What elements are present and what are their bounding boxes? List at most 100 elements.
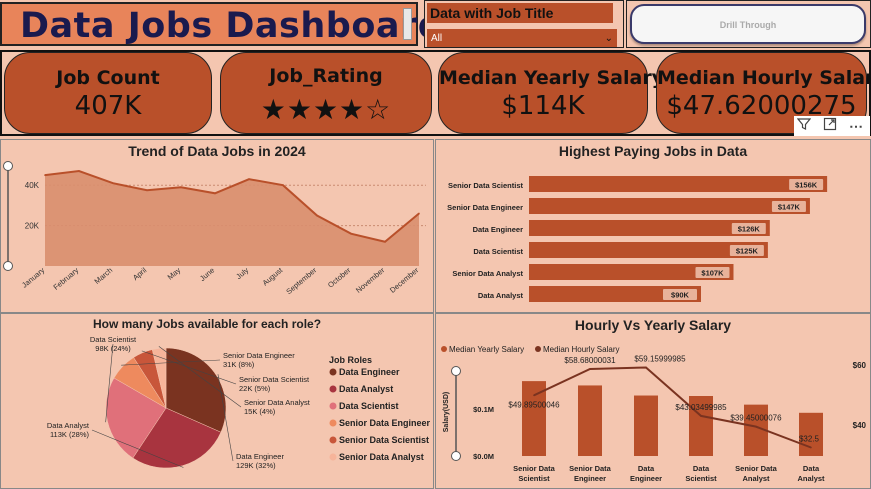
trend-x-tick-label: August [261,265,285,287]
pie-legend-swatch [329,402,337,410]
hbar-data-label-bg [771,201,806,212]
combo-hourly-point [645,366,647,369]
trend-x-tick-label: December [388,265,421,294]
kpi-job-count-value: 407K [74,91,142,121]
combo-x-tick-label: Analyst [797,474,825,483]
combo-legend-swatch [441,346,447,352]
pie-leader-line [121,359,221,366]
combo-hourly-point [755,425,757,428]
hbar-category-label: Data Analyst [478,291,524,300]
combo-x-tick-label: Senior Data [735,464,778,473]
hbar-bar [529,242,768,258]
combo-bar [578,385,602,456]
hbar-data-label-bg [729,245,764,256]
combo-x-tick-label: Data [803,464,820,473]
highest-paying-chart: Senior Data Scientist $156K Senior Data En… [447,176,828,302]
filter-icon[interactable] [794,117,814,135]
focus-mode-icon[interactable] [820,117,840,135]
hbar-category-label: Senior Data Scientist [448,181,524,190]
combo-hourly-data-label: $43.03499985 [675,403,727,412]
trend-x-tick-label: July [234,265,250,281]
dashboard-title-box: Data Jobs Dashboard [0,2,443,46]
trend-x-tick-label: October [326,265,353,289]
pie-legend-swatch [329,419,337,427]
trend-chart: 20K 40K January February March April May June Ju… [3,161,426,296]
hourly-vs-yearly-title: Hourly Vs Yearly Salary [574,317,732,333]
drill-through-button[interactable]: Drill Through [630,4,866,44]
pie-legend-swatch [329,368,337,376]
combo-right-tick-label: $60 [853,361,867,370]
pie-leader-line [91,429,184,468]
pie-legend-item: Data Engineer [339,367,400,377]
hbar-data-label-bg [695,267,730,278]
more-options-icon[interactable]: ⋯ [849,118,863,134]
combo-hourly-data-label: $59.15999985 [634,355,686,364]
hbar-data-label-bg [663,289,697,300]
trend-x-tick-label: June [198,266,216,283]
trend-line [44,170,420,243]
combo-x-tick-label: Scientist [685,474,717,483]
hbar-data-label-bg [789,179,824,190]
pie-slice-data-analyst [132,407,222,469]
visual-toolbar: ⋯ [794,116,870,136]
hbar-data-label-bg [731,223,766,234]
pie-label-value: 15K (4%) [244,407,276,416]
hbar-bar [529,176,828,192]
combo-slider-handle-top[interactable] [451,366,461,376]
trend-point [418,212,420,215]
job-title-slicer[interactable]: Data with Job Title All ⌄ [424,0,624,48]
combo-y-axis-label: Salary(USD) [443,392,450,432]
hourly-vs-yearly-panel: Hourly Vs Yearly Salary Median Yearly Sa… [435,313,871,489]
combo-bar [689,396,713,456]
trend-y-tick-label: 40K [25,181,40,190]
combo-hourly-data-label: $39.45000076 [730,414,782,423]
rating-stars-icon: ★★★★☆ [260,94,392,125]
combo-legend-item: Median Hourly Salary [543,345,619,354]
kpi-job-rating-label: Job_Rating [269,65,383,87]
combo-x-tick-label: Scientist [518,474,550,483]
combo-x-tick-label: Engineer [630,474,662,483]
trend-y-tick-label: 20K [25,222,40,231]
pie-legend-item: Senior Data Analyst [339,452,424,462]
chevron-down-icon[interactable]: ⌄ [604,33,613,44]
pie-legend-item: Senior Data Engineer [339,418,431,428]
trend-point [78,170,80,172]
pie-label-name: Data Engineer [236,452,284,461]
trend-point [282,184,284,186]
trend-slider-handle-bottom[interactable] [3,261,13,271]
pie-label-name: Senior Data Engineer [223,351,295,360]
pie-label-value: 31K (8%) [223,360,255,369]
jobs-per-role-title: How many Jobs available for each role? [92,317,322,331]
trend-panel: Trend of Data Jobs in 2024 20K 40K January… [0,139,434,313]
trend-x-tick-label: May [166,265,183,281]
trend-point [350,232,352,235]
combo-bar [522,381,546,456]
hbar-data-label: $147K [778,203,801,212]
combo-x-tick-label: Senior Data [513,464,556,473]
pie-label-name: Senior Data Scientist [239,375,310,384]
kpi-job-rating: Job_Rating ★★★★☆ [220,52,432,134]
dashboard-title: Data Jobs Dashboard [20,6,444,46]
trend-point [112,182,114,184]
trend-point [316,214,318,217]
pie-leader-line [105,343,114,423]
hbar-data-label: $156K [795,181,818,190]
hbar-data-label: $125K [736,247,759,256]
combo-bar [799,412,823,456]
slicer-dropdown[interactable]: All ⌄ [427,29,617,47]
trend-point [44,174,46,176]
hourly-vs-yearly-chart: Median Yearly Salary Median Hourly Salary… [441,345,867,483]
hbar-data-label: $90K [671,291,690,300]
title-scrollbar[interactable] [403,8,412,40]
trend-point [248,178,250,180]
trend-point [214,192,216,195]
hbar-bar [529,220,770,236]
combo-x-tick-label: Senior Data [569,464,612,473]
trend-x-tick-label: September [284,265,318,296]
combo-slider-handle-bottom[interactable] [451,451,461,461]
combo-right-tick-label: $40 [853,421,867,430]
hbar-category-label: Senior Data Analyst [452,269,523,278]
pie-legend-title: Job Roles [329,355,372,365]
combo-hourly-line [533,366,812,449]
trend-slider-handle-top[interactable] [3,161,13,171]
